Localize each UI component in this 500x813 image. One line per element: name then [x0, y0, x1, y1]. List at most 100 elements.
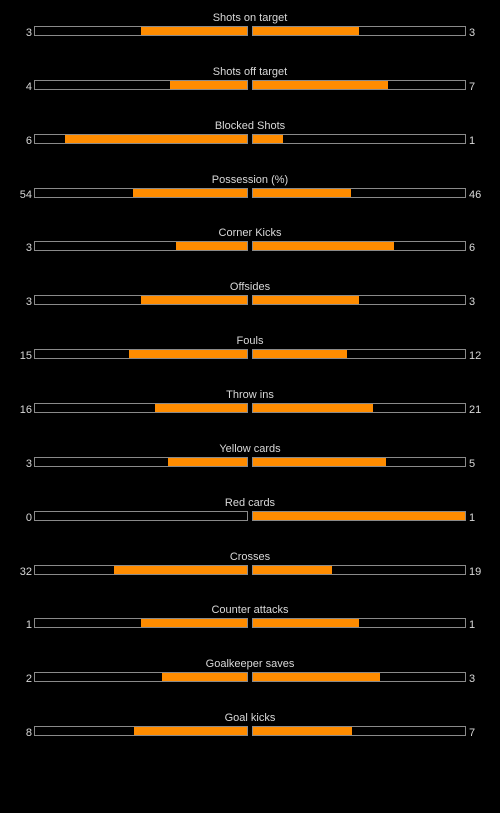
stat-title: Crosses	[229, 551, 271, 563]
stat-row: Red cards 0 1	[0, 497, 500, 537]
home-bar	[34, 618, 248, 628]
stat-row: Corner Kicks 3 6	[0, 227, 500, 267]
home-bar	[34, 349, 248, 359]
away-value: 6	[469, 242, 476, 254]
away-bar	[252, 295, 466, 305]
away-bar-fill	[253, 673, 381, 681]
home-value: 3	[25, 242, 32, 254]
home-bar-fill	[141, 619, 247, 627]
away-bar	[252, 457, 466, 467]
stat-title: Counter attacks	[211, 604, 289, 616]
away-bar	[252, 511, 466, 521]
away-bar	[252, 726, 466, 736]
away-bar-fill	[253, 619, 359, 627]
stat-title: Yellow cards	[219, 443, 281, 455]
away-bar	[252, 241, 466, 251]
away-bar-fill	[253, 135, 284, 143]
stat-row: Offsides 3 3	[0, 281, 500, 321]
away-value: 19	[469, 566, 482, 578]
away-bar	[252, 26, 466, 36]
stat-title: Shots on target	[212, 12, 288, 24]
home-bar	[34, 134, 248, 144]
home-bar-fill	[129, 350, 247, 358]
away-value: 5	[469, 458, 476, 470]
away-value: 3	[469, 27, 476, 39]
stat-title: Throw ins	[226, 389, 274, 401]
away-value: 46	[469, 189, 482, 201]
home-bar-fill	[176, 242, 247, 250]
stat-row: Possession (%) 54 46	[0, 174, 500, 214]
away-bar-fill	[253, 566, 332, 574]
away-bar	[252, 618, 466, 628]
home-bar	[34, 565, 248, 575]
away-bar-fill	[253, 189, 351, 197]
stat-title: Shots off target	[212, 66, 288, 78]
home-bar	[34, 403, 248, 413]
stat-row: Goalkeeper saves 2 3	[0, 658, 500, 698]
home-value: 2	[25, 673, 32, 685]
home-bar	[34, 726, 248, 736]
stat-row: Yellow cards 3 5	[0, 443, 500, 483]
away-value: 12	[469, 350, 482, 362]
home-bar-fill	[169, 81, 247, 89]
stat-row: Counter attacks 1 1	[0, 604, 500, 644]
home-value: 15	[19, 350, 32, 362]
home-bar-fill	[132, 189, 247, 197]
home-value: 4	[25, 81, 32, 93]
stat-title: Offsides	[229, 281, 271, 293]
away-value: 7	[469, 81, 476, 93]
home-bar	[34, 241, 248, 251]
home-value: 1	[25, 619, 32, 631]
away-value: 3	[469, 296, 476, 308]
stat-title: Goal kicks	[224, 712, 276, 724]
home-value: 3	[25, 27, 32, 39]
home-bar-fill	[167, 458, 247, 466]
home-bar	[34, 457, 248, 467]
stat-title: Blocked Shots	[214, 120, 286, 132]
home-value: 6	[25, 135, 32, 147]
away-bar	[252, 80, 466, 90]
home-bar	[34, 511, 248, 521]
stat-row: Crosses 32 19	[0, 551, 500, 591]
stat-title: Red cards	[224, 497, 276, 509]
away-value: 21	[469, 404, 482, 416]
away-value: 1	[469, 512, 476, 524]
home-bar	[34, 80, 248, 90]
home-value: 8	[25, 727, 32, 739]
home-bar-fill	[162, 673, 247, 681]
home-bar-fill	[141, 296, 247, 304]
stat-row: Goal kicks 8 7	[0, 712, 500, 752]
away-bar-fill	[253, 350, 348, 358]
away-bar-fill	[253, 512, 465, 520]
home-bar-fill	[65, 135, 247, 143]
stat-title: Goalkeeper saves	[205, 658, 295, 670]
home-value: 16	[19, 404, 32, 416]
away-bar-fill	[253, 27, 359, 35]
stat-title: Corner Kicks	[218, 227, 282, 239]
away-bar	[252, 565, 466, 575]
home-bar	[34, 295, 248, 305]
home-bar-fill	[141, 27, 247, 35]
away-bar-fill	[253, 242, 395, 250]
away-value: 3	[469, 673, 476, 685]
away-bar-fill	[253, 458, 386, 466]
away-value: 1	[469, 135, 476, 147]
home-value: 3	[25, 458, 32, 470]
stat-row: Fouls 15 12	[0, 335, 500, 375]
away-value: 1	[469, 619, 476, 631]
home-value: 54	[19, 189, 32, 201]
away-bar	[252, 349, 466, 359]
away-bar-fill	[253, 404, 374, 412]
home-bar	[34, 26, 248, 36]
away-value: 7	[469, 727, 476, 739]
away-bar	[252, 188, 466, 198]
home-bar-fill	[113, 566, 247, 574]
home-value: 0	[25, 512, 32, 524]
away-bar	[252, 134, 466, 144]
home-value: 3	[25, 296, 32, 308]
stat-row: Blocked Shots 6 1	[0, 120, 500, 160]
stat-title: Fouls	[236, 335, 264, 347]
home-value: 32	[19, 566, 32, 578]
home-bar-fill	[133, 727, 247, 735]
